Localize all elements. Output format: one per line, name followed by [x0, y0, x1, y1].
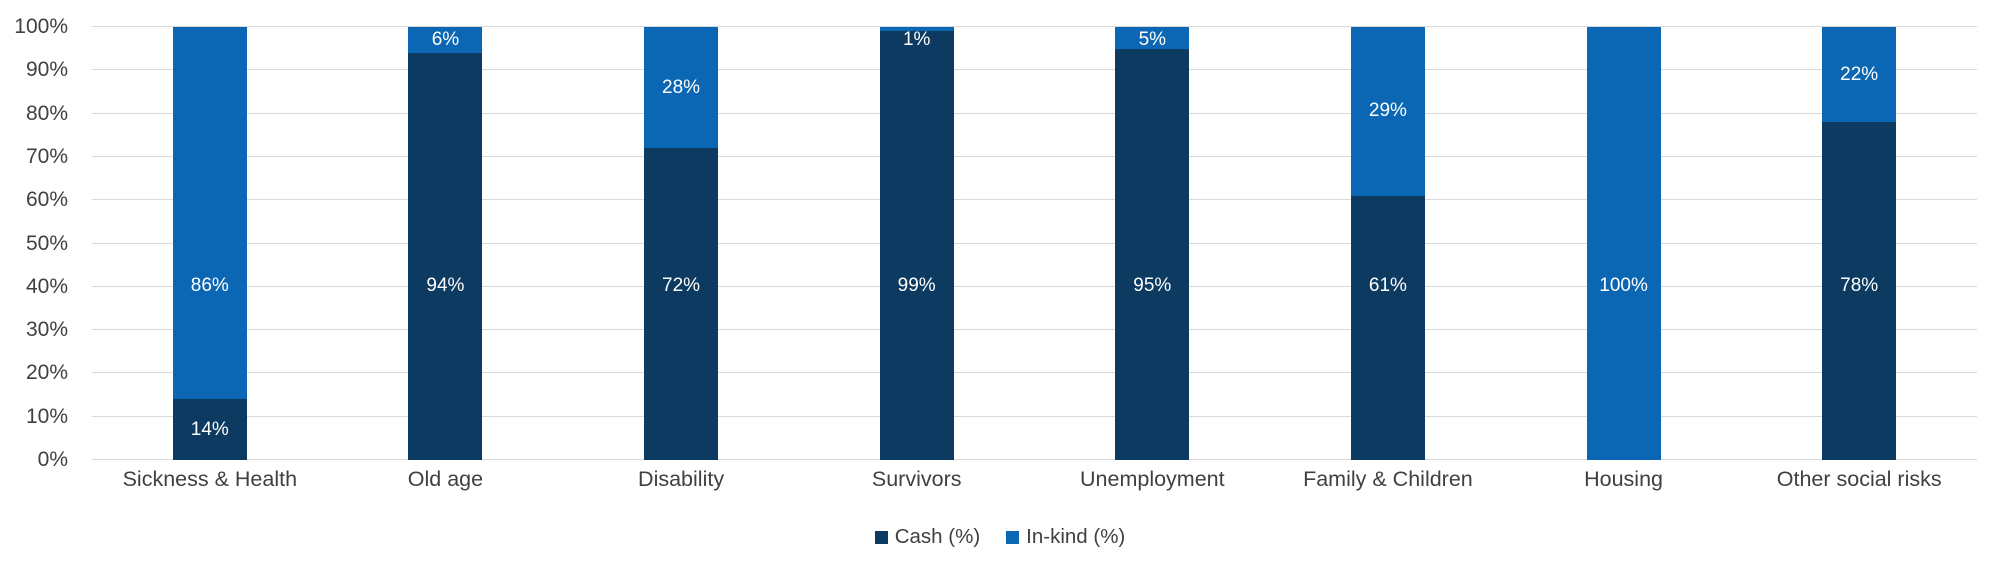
gridline: [92, 112, 1977, 114]
bar-data-label: 95%: [1133, 274, 1172, 296]
category-label: Housing: [1584, 467, 1663, 491]
bar-survivors: 99% 1%: [879, 27, 954, 460]
x-axis: Sickness & Health Old age Disability Surviv…: [92, 466, 1977, 492]
y-tick-label: 40%: [25, 274, 68, 298]
segment-in-kind: [172, 27, 247, 400]
category-slot: 94% 6%: [328, 27, 564, 460]
gridline: [92, 459, 1977, 460]
category-slot: 72% 28%: [563, 27, 799, 460]
gridline: [92, 69, 1977, 71]
bar-data-label: 78%: [1840, 274, 1879, 296]
y-tick-label: 50%: [25, 231, 68, 255]
bar-other-social-risks: 78% 22%: [1822, 27, 1897, 460]
legend-label: Cash (%): [894, 525, 981, 548]
bar-data-label: 22%: [1840, 63, 1879, 85]
bar-family-children: 61% 29%: [1350, 27, 1425, 460]
bar-disability: 72% 28%: [644, 27, 719, 460]
category-slot: 86% 14%: [92, 27, 328, 460]
y-tick-label: 80%: [25, 101, 68, 125]
segment-in-kind: [1115, 27, 1190, 49]
category-slot: 61% 29%: [1270, 27, 1506, 460]
category-slot: 100%: [1506, 27, 1742, 460]
segment-in-kind: [1822, 27, 1897, 123]
gridline: [92, 199, 1977, 201]
plot-area: [92, 26, 1977, 460]
y-tick-label: 0%: [37, 448, 68, 471]
bar-old-age: 94% 6%: [408, 27, 483, 460]
bar-sickness-health: 86% 14%: [172, 27, 247, 460]
legend-item: Cash (%): [874, 524, 981, 550]
gridline: [92, 372, 1977, 374]
category-label: Other social risks: [1776, 467, 1942, 491]
bar-data-label: 72%: [662, 274, 701, 296]
bars-container: 86% 14% 94% 6% 72% 28% 99% 1% 95% 5% 61% 29% 100% 78%…: [92, 27, 1977, 460]
bar-housing: 100%: [1586, 27, 1661, 460]
gridline: [92, 242, 1977, 244]
gridline: [92, 285, 1977, 287]
segment-cash: [1822, 122, 1897, 460]
legend-swatch-icon: [874, 530, 888, 544]
segment-in-kind: [879, 27, 954, 32]
category-label: Survivors: [871, 467, 962, 491]
gridline: [92, 26, 1977, 27]
category-slot: 95% 5%: [1035, 27, 1271, 460]
bar-data-label: 14%: [190, 418, 229, 440]
category-slot: 78% 22%: [1741, 27, 1977, 460]
legend: Cash (%) In-kind (%): [0, 524, 2000, 550]
category-label: Sickness & Health: [122, 467, 298, 491]
gridline: [92, 329, 1977, 331]
segment-in-kind: [644, 27, 719, 149]
y-axis: 0% 10% 20% 30% 40% 50% 60% 70% 80% 90% 100%: [0, 16, 68, 471]
y-tick-label: 90%: [25, 58, 68, 82]
segment-in-kind: [1350, 27, 1425, 196]
legend-swatch-icon: [1006, 530, 1020, 544]
y-tick-label: 70%: [25, 144, 68, 168]
gridline: [92, 155, 1977, 157]
segment-cash: [408, 52, 483, 460]
y-tick-label: 20%: [25, 361, 68, 385]
segment-cash: [1350, 195, 1425, 460]
y-tick-label: 60%: [25, 188, 68, 212]
bar-data-label: 61%: [1368, 274, 1407, 296]
legend-item: In-kind (%): [1006, 524, 1125, 550]
bar-data-label: 28%: [662, 76, 701, 98]
category-label: Old age: [407, 467, 484, 491]
segment-cash: [1115, 48, 1190, 460]
bar-data-label: 100%: [1599, 274, 1648, 296]
segment-cash: [172, 399, 247, 460]
bar-data-label: 1%: [902, 29, 931, 50]
bar-data-label: 86%: [190, 274, 229, 296]
segment-cash: [644, 148, 719, 460]
legend-label: In-kind (%): [1026, 525, 1126, 548]
segment-in-kind: [408, 27, 483, 53]
bar-unemployment: 95% 5%: [1115, 27, 1190, 460]
y-tick-label: 10%: [25, 404, 68, 428]
bar-data-label: 94%: [426, 274, 465, 296]
y-tick-label: 100%: [14, 15, 68, 38]
bar-data-label: 99%: [897, 274, 936, 296]
category-label: Family & Children: [1303, 467, 1473, 491]
segment-in-kind: [1586, 27, 1661, 460]
bar-data-label: 5%: [1138, 29, 1167, 50]
gridline: [92, 415, 1977, 417]
category-label: Unemployment: [1080, 467, 1225, 491]
category-slot: 99% 1%: [799, 27, 1035, 460]
bar-data-label: 29%: [1368, 100, 1407, 122]
category-label: Disability: [638, 467, 725, 491]
bar-data-label: 6%: [431, 29, 460, 50]
y-tick-label: 30%: [25, 318, 68, 342]
segment-cash: [879, 31, 954, 460]
